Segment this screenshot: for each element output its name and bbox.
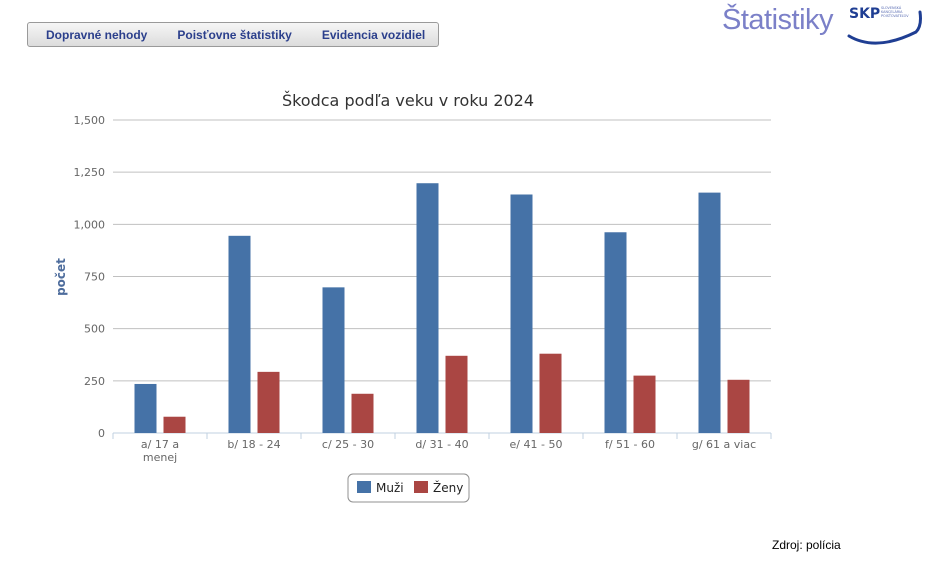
legend-label-muzi[interactable]: Muži — [376, 481, 404, 495]
bar-zeny-6[interactable] — [633, 375, 656, 433]
logo-text: SKP — [849, 6, 880, 22]
x-tick-label: g/ 61 a viac — [692, 438, 756, 451]
x-tick-label: f/ 51 - 60 — [605, 438, 655, 451]
bar-muzi-6[interactable] — [604, 232, 627, 433]
bar-zeny-7[interactable] — [727, 379, 750, 433]
legend-label-zeny[interactable]: Ženy — [433, 480, 463, 495]
y-tick-label: 0 — [98, 427, 105, 440]
bar-zeny-5[interactable] — [539, 353, 562, 433]
bars — [134, 183, 750, 433]
logo-subtitle-3: POISŤOVATEĽOV — [881, 13, 909, 18]
legend-swatch-muzi — [357, 481, 371, 493]
nav-dopravne-nehody[interactable]: Dopravné nehody — [46, 27, 148, 42]
x-tick-label: d/ 31 - 40 — [415, 438, 468, 451]
bar-muzi-7[interactable] — [698, 192, 721, 433]
y-tick-label: 500 — [84, 323, 105, 336]
bar-muzi-1[interactable] — [134, 383, 157, 433]
x-tick-label: b/ 18 - 24 — [227, 438, 280, 451]
nav-evidencia-vozidiel[interactable]: Evidencia vozidiel — [321, 27, 426, 42]
nav-poistovne-statistiky[interactable]: Poisťovne štatistiky — [177, 27, 292, 42]
x-tick-label: c/ 25 - 30 — [322, 438, 374, 451]
y-tick-label: 250 — [84, 375, 105, 388]
bar-zeny-2[interactable] — [257, 371, 280, 433]
y-tick-label: 750 — [84, 271, 105, 284]
x-tick-label: e/ 41 - 50 — [510, 438, 563, 451]
x-axis: a/ 17 a menej b/ 18 - 24 c/ 25 - 30 d/ 31 - … — [112, 432, 772, 464]
main-nav: Dopravné nehody Poisťovne štatistiky Evi… — [27, 22, 439, 47]
source-note: Zdroj: polícia — [772, 538, 841, 552]
y-tick-label: 1,500 — [74, 114, 106, 127]
bar-muzi-3[interactable] — [322, 287, 345, 433]
bar-zeny-1[interactable] — [163, 416, 186, 433]
legend: Muži Ženy — [347, 473, 470, 503]
y-axis-ticks: 0 250 500 750 1,000 1,250 1,500 — [74, 114, 106, 440]
bar-zeny-4[interactable] — [445, 355, 468, 433]
bar-muzi-2[interactable] — [228, 235, 251, 433]
brand-title: Štatistiky — [722, 4, 834, 36]
x-tick-label: a/ 17 a menej — [141, 438, 179, 464]
legend-box — [347, 473, 470, 503]
bar-muzi-5[interactable] — [510, 194, 533, 433]
bar-muzi-4[interactable] — [416, 183, 439, 433]
logo-subtitle-1: SLOVENSKÁ — [881, 5, 902, 10]
legend-swatch-zeny — [414, 481, 428, 493]
y-axis-label: počet — [54, 258, 68, 296]
y-tick-label: 1,000 — [74, 218, 106, 231]
grid-lines — [113, 119, 771, 382]
bar-zeny-3[interactable] — [351, 393, 374, 433]
y-tick-label: 1,250 — [74, 166, 106, 179]
logo-subtitle-2: KANCELÁRIA — [881, 9, 903, 14]
chart-title: Škodca podľa veku v roku 2024 — [282, 91, 534, 110]
skp-logo[interactable]: SKP SLOVENSKÁ KANCELÁRIA POISŤOVATEĽOV — [846, 2, 922, 46]
